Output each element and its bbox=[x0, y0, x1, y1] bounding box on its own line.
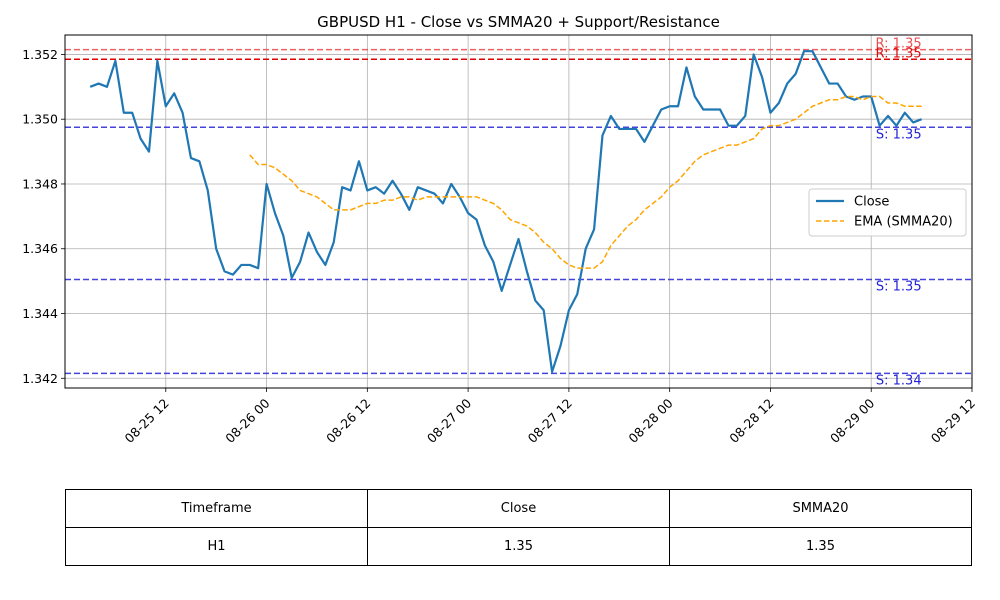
x-tick-label: 08-27 00 bbox=[424, 395, 474, 445]
x-tick-label: 08-25 12 bbox=[122, 396, 172, 446]
y-tick-label: 1.344 bbox=[22, 306, 58, 321]
close-series-line bbox=[89, 50, 923, 373]
x-tick-label: 08-29 12 bbox=[928, 396, 978, 446]
plot-frame bbox=[64, 34, 973, 389]
table-header-timeframe: Timeframe bbox=[65, 489, 368, 528]
y-tick-label: 1.348 bbox=[22, 176, 58, 191]
table-header-close: Close bbox=[367, 489, 670, 528]
support-label: S: 1.34 bbox=[876, 373, 922, 388]
legend-label: Close bbox=[854, 195, 889, 210]
table-cell-smma20: 1.35 bbox=[669, 527, 972, 566]
legend-box bbox=[808, 188, 967, 237]
y-tick-label: 1.350 bbox=[22, 112, 58, 127]
legend-label: EMA (SMMA20) bbox=[854, 215, 953, 230]
chart-title: GBPUSD H1 - Close vs SMMA20 + Support/Re… bbox=[317, 13, 720, 31]
table-cell-timeframe: H1 bbox=[65, 527, 368, 566]
table-row: H1 1.35 1.35 bbox=[65, 527, 972, 566]
summary-table: Timeframe Close SMMA20 H1 1.35 1.35 bbox=[65, 489, 972, 566]
y-tick-label: 1.346 bbox=[22, 241, 58, 256]
table-header-row: Timeframe Close SMMA20 bbox=[65, 489, 972, 528]
y-tick-label: 1.352 bbox=[22, 47, 58, 62]
x-tick-label: 08-26 12 bbox=[323, 396, 373, 446]
support-label: S: 1.35 bbox=[876, 280, 922, 295]
table-cell-close: 1.35 bbox=[367, 527, 670, 566]
support-label: S: 1.35 bbox=[876, 127, 922, 142]
x-tick-label: 08-29 00 bbox=[827, 395, 877, 445]
table-header-smma20: SMMA20 bbox=[669, 489, 972, 528]
resistance-label: R: 1.35 bbox=[876, 46, 922, 61]
smma20-series-line bbox=[249, 95, 922, 269]
chart-figure: GBPUSD H1 - Close vs SMMA20 + Support/Re… bbox=[22, 13, 978, 446]
x-tick-label: 08-26 00 bbox=[222, 395, 272, 445]
x-tick-label: 08-27 12 bbox=[525, 396, 575, 446]
y-tick-label: 1.342 bbox=[22, 371, 58, 386]
x-tick-label: 08-28 00 bbox=[625, 395, 675, 445]
x-tick-label: 08-28 12 bbox=[726, 396, 776, 446]
resistance-label: R: 1.35 bbox=[876, 37, 922, 52]
